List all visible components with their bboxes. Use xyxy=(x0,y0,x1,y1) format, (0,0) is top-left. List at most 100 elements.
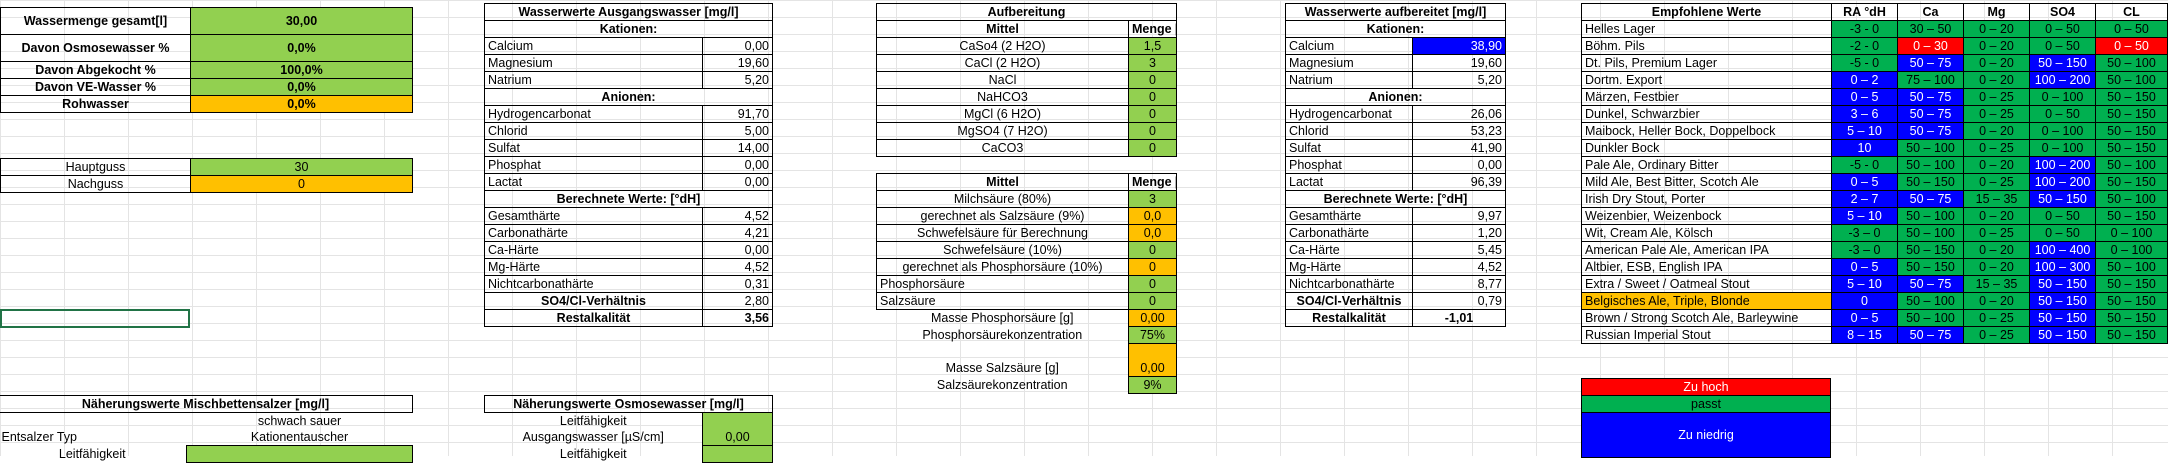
cell-value[interactable]: 0 xyxy=(1128,105,1177,123)
range-cell: 50 – 100 xyxy=(1897,139,1964,157)
range-cell: 0 – 50 xyxy=(2029,224,2096,242)
cell-value: 19,60 xyxy=(1412,54,1506,72)
range-cell: 0 xyxy=(1831,292,1898,310)
cell-value[interactable]: 5,20 xyxy=(701,71,774,89)
nachguss-row: Nachguss 0 xyxy=(0,175,413,193)
hauptguss-value[interactable]: 30 xyxy=(190,158,413,176)
osmose-leit-value[interactable]: 0,00 xyxy=(701,429,774,446)
range-cell: 50 – 150 xyxy=(2095,275,2168,293)
cell-value[interactable]: 0 xyxy=(1128,275,1177,293)
cell-name: MgSO4 (7 H2O) xyxy=(876,122,1129,140)
table-row: SO4/Cl-Verhältnis 2,80 xyxy=(484,292,774,310)
selected-cell[interactable] xyxy=(0,309,190,328)
table-row: Schwefelsäure für Berechnung 0,0 xyxy=(876,224,1177,242)
cell-name: MgCl (6 H2O) xyxy=(876,105,1129,123)
ausgang-ratio-label: SO4/Cl-Verhältnis xyxy=(484,292,703,310)
range-cell: 0 – 20 xyxy=(1963,241,2030,259)
cell-value[interactable]: 3 xyxy=(1128,54,1177,72)
cell-name: Nichtcarbonathärte xyxy=(484,275,703,293)
range-cell: -5 - 0 xyxy=(1831,54,1898,72)
cell-value[interactable]: 0 xyxy=(1128,71,1177,89)
range-cell: 0 – 2 xyxy=(1831,71,1898,89)
range-cell: 50 – 150 xyxy=(2029,309,2096,327)
cell-value[interactable]: 0 xyxy=(1128,122,1177,140)
nachguss-value[interactable]: 0 xyxy=(190,175,413,193)
mischbett-leit-value[interactable] xyxy=(186,445,413,463)
abgekocht-value[interactable]: 100,0% xyxy=(190,61,413,79)
table-row: NaHCO3 0 xyxy=(876,88,1177,106)
phosphor-konz-value[interactable]: 75% xyxy=(1128,326,1177,344)
cell-value[interactable]: 0 xyxy=(1128,241,1177,259)
range-cell: 50 – 150 xyxy=(2095,207,2168,225)
table-row: Milchsäure (80%) 3 xyxy=(876,190,1177,208)
cell-value[interactable]: 0 xyxy=(1128,88,1177,106)
cell-value[interactable]: 14,00 xyxy=(701,139,774,157)
table-row: Carbonathärte 4,21 xyxy=(484,224,774,242)
table-row: Sulfat 14,00 xyxy=(484,139,774,157)
table-row: Mg-Härte 4,52 xyxy=(484,258,774,276)
table-row: Natrium 5,20 xyxy=(484,71,774,89)
table-row: Ca-Härte 0,00 xyxy=(484,241,774,259)
cell-value: 5,20 xyxy=(1412,71,1506,89)
menge-g-header: Menge [g] xyxy=(1128,20,1177,38)
aufbereitet-ratio-value: 0,79 xyxy=(1412,292,1506,310)
range-cell: 50 – 75 xyxy=(1897,275,1964,293)
beer-style-name: Belgisches Ale, Triple, Blonde xyxy=(1581,292,1832,310)
osmose-anteil-value[interactable]: 0,0% xyxy=(190,34,413,62)
ve-wasser-value[interactable]: 0,0% xyxy=(190,78,413,96)
table-row: Lactat 0,00 xyxy=(484,173,774,191)
wassermenge-block: Wassermenge gesamt[l] 30,00 Davon Osmose… xyxy=(0,7,413,113)
osmose-leit-label-1: Leitfähigkeit xyxy=(559,414,627,428)
cell-value[interactable]: 0 xyxy=(1128,292,1177,310)
ausgang-rest-label: Restalkalität xyxy=(484,309,703,327)
ausgangswasser-title: Wasserwerte Ausgangswasser [mg/l] xyxy=(483,3,774,21)
cell-value: 0,00 xyxy=(1412,156,1506,174)
cell-value: 0,00 xyxy=(701,241,774,259)
cell-value[interactable]: 19,60 xyxy=(701,54,774,72)
range-cell: 0 – 50 xyxy=(2095,20,2168,38)
cell-value[interactable]: 3 xyxy=(1128,190,1177,208)
cell-name: Lactat xyxy=(484,173,703,191)
hauptguss-row: Hauptguss 30 xyxy=(0,158,413,176)
cell-value[interactable]: 0,00 xyxy=(701,173,774,191)
table-row: MgCl (6 H2O) 0 xyxy=(876,105,1177,123)
beer-style-name: Dunkel, Schwarzbier xyxy=(1581,105,1832,123)
table-row: SO4/Cl-Verhältnis 0,79 xyxy=(1285,292,1506,310)
cell-value[interactable]: 0 xyxy=(1128,139,1177,157)
range-cell: 50 – 100 xyxy=(2095,190,2168,208)
mischbett-typ-value-1: schwach sauer xyxy=(257,414,342,428)
table-row: Gesamthärte 4,52 xyxy=(484,207,774,225)
rohwasser-value: 0,0% xyxy=(190,95,413,113)
osmose-leit-value-2[interactable] xyxy=(701,445,774,463)
cell-value[interactable]: 91,70 xyxy=(701,105,774,123)
range-cell: 0 – 20 xyxy=(1963,71,2030,89)
cell-name: Carbonathärte xyxy=(484,224,703,242)
range-cell: 50 – 100 xyxy=(1897,224,1964,242)
range-cell: 50 – 75 xyxy=(1897,54,1964,72)
cell-value[interactable]: 0,00 xyxy=(701,156,774,174)
ve-wasser-label: Davon VE-Wasser % xyxy=(0,78,191,96)
table-row: Helles Lager -3 - 0 30 – 50 0 – 20 0 – 50 0 –… xyxy=(1581,20,2168,38)
table-row: MgSO4 (7 H2O) 0 xyxy=(876,122,1177,140)
abgekocht-label: Davon Abgekocht % xyxy=(0,61,191,79)
cell-name: CaCO3 xyxy=(876,139,1129,157)
table-row: Magnesium 19,60 xyxy=(484,54,774,72)
wassermenge-value[interactable]: 30,00 xyxy=(190,7,413,35)
cell-name: Mg-Härte xyxy=(1285,258,1413,276)
cell-value[interactable]: 1,5 xyxy=(1128,37,1177,55)
beer-style-name: Brown / Strong Scotch Ale, Barleywine xyxy=(1581,309,1832,327)
cell-value: 5,45 xyxy=(1412,241,1506,259)
cell-value[interactable]: 5,00 xyxy=(701,122,774,140)
cell-name: Sulfat xyxy=(484,139,703,157)
aufbereitet-berechnet-label: Berechnete Werte: [°dH] xyxy=(1285,190,1506,208)
table-row: Dunkler Bock 10 50 – 100 0 – 25 0 – 100 50 – … xyxy=(1581,139,2168,157)
masse-phosphor-label: Masse Phosphorsäure [g] xyxy=(931,311,1074,326)
cell-name: Ca-Härte xyxy=(1285,241,1413,259)
range-cell: 50 – 150 xyxy=(1897,241,1964,259)
salz-konz-value[interactable]: 9% xyxy=(1128,376,1177,394)
cell-value[interactable]: 0,00 xyxy=(701,37,774,55)
range-cell: 0 – 20 xyxy=(1963,156,2030,174)
cell-name: CaCl (2 H2O) xyxy=(876,54,1129,72)
range-cell: 0 – 5 xyxy=(1831,258,1898,276)
table-row: Calcium 38,90 xyxy=(1285,37,1506,55)
